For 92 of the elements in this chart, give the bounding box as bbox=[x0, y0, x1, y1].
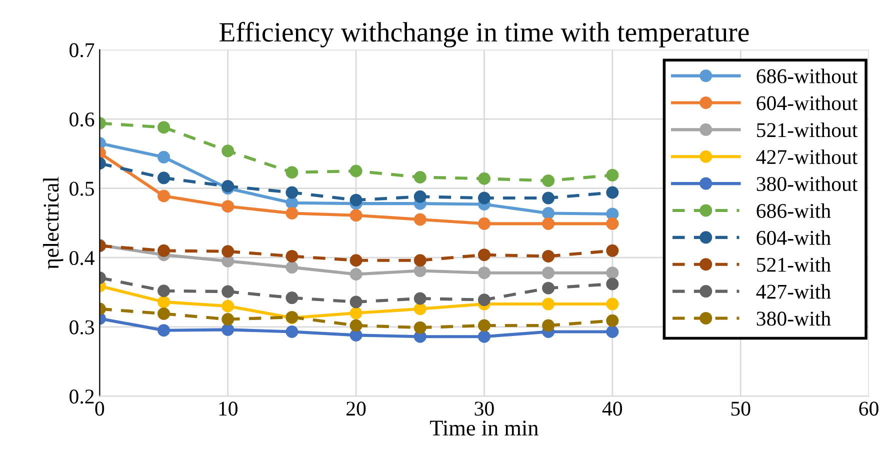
point bbox=[414, 264, 426, 278]
legend-label: 604-without bbox=[756, 96, 858, 110]
point bbox=[286, 325, 298, 338]
point bbox=[606, 325, 619, 338]
point bbox=[158, 190, 170, 202]
point bbox=[414, 321, 426, 334]
point bbox=[542, 207, 555, 220]
y-tick-label: 0.2 bbox=[70, 390, 94, 404]
point bbox=[542, 282, 555, 294]
point bbox=[222, 313, 234, 326]
point bbox=[542, 319, 555, 332]
point bbox=[606, 168, 619, 182]
point bbox=[478, 266, 490, 280]
point bbox=[478, 172, 490, 185]
legend-label: 380-with bbox=[756, 311, 831, 326]
point bbox=[414, 302, 426, 316]
point bbox=[478, 330, 490, 343]
point bbox=[414, 292, 426, 305]
point bbox=[222, 180, 234, 192]
legend-label: 427-without bbox=[756, 149, 858, 164]
point bbox=[606, 314, 619, 327]
x-tick-label: 50 bbox=[731, 402, 750, 416]
point bbox=[542, 217, 555, 230]
point bbox=[286, 261, 298, 274]
y-tick-label: 0.6 bbox=[70, 112, 94, 127]
point bbox=[350, 306, 362, 320]
x-tick-label: 40 bbox=[602, 402, 622, 416]
point bbox=[350, 268, 362, 280]
point bbox=[606, 217, 619, 230]
point bbox=[606, 186, 619, 199]
point bbox=[222, 285, 234, 298]
x-tick-label: 30 bbox=[474, 402, 494, 416]
x-tick-label: 60 bbox=[859, 402, 878, 416]
point bbox=[158, 307, 170, 320]
point bbox=[158, 284, 170, 298]
point bbox=[158, 244, 170, 257]
point bbox=[286, 207, 298, 220]
point bbox=[158, 150, 170, 164]
point bbox=[158, 121, 170, 134]
y-tick-label: 0.5 bbox=[70, 182, 94, 196]
point bbox=[158, 296, 170, 308]
point bbox=[606, 244, 619, 257]
point bbox=[222, 144, 234, 158]
point bbox=[606, 298, 619, 310]
point bbox=[606, 266, 619, 280]
legend-label: 686-with bbox=[756, 203, 831, 218]
legend-label: 521-without bbox=[757, 122, 858, 138]
x-tick-label: 10 bbox=[219, 402, 238, 416]
point bbox=[414, 190, 426, 203]
point bbox=[478, 248, 490, 262]
point bbox=[478, 319, 490, 332]
y-tick-label: 0.7 bbox=[70, 43, 94, 58]
legend-label: 604-with bbox=[756, 230, 831, 245]
point bbox=[286, 250, 298, 262]
point bbox=[414, 170, 426, 184]
legend-label: 380-without bbox=[756, 176, 858, 192]
point bbox=[542, 266, 555, 280]
point bbox=[350, 164, 362, 178]
point bbox=[542, 250, 555, 262]
point bbox=[222, 323, 234, 336]
point bbox=[350, 209, 362, 222]
x-axis-title: Time in min bbox=[430, 420, 538, 436]
y-tick-label: 0.3 bbox=[70, 320, 94, 334]
point bbox=[414, 254, 426, 267]
point bbox=[350, 296, 362, 308]
legend-label: 521-with bbox=[757, 257, 831, 272]
legend-label: 686-without bbox=[756, 68, 858, 84]
x-tick-label: 0 bbox=[95, 402, 104, 416]
point bbox=[158, 172, 170, 184]
point bbox=[478, 217, 490, 230]
point bbox=[606, 278, 619, 290]
x-tick-label: 20 bbox=[346, 402, 366, 416]
chart-title: Efficiency withchange in time with temperature bbox=[220, 22, 749, 48]
point bbox=[222, 200, 234, 213]
point bbox=[222, 300, 234, 312]
point bbox=[542, 192, 555, 204]
point bbox=[350, 319, 362, 332]
point bbox=[158, 324, 170, 337]
y-axis-title: ηelectrical bbox=[43, 176, 64, 270]
point bbox=[414, 213, 426, 226]
point bbox=[286, 292, 298, 304]
point bbox=[478, 192, 490, 204]
point bbox=[286, 186, 298, 199]
point bbox=[222, 245, 234, 258]
point bbox=[542, 298, 555, 310]
point bbox=[542, 174, 555, 187]
point bbox=[350, 194, 362, 206]
point bbox=[478, 294, 490, 306]
point bbox=[350, 254, 362, 267]
legend-label: 427-with bbox=[756, 284, 831, 299]
y-tick-label: 0.4 bbox=[70, 250, 94, 266]
point bbox=[286, 166, 298, 179]
